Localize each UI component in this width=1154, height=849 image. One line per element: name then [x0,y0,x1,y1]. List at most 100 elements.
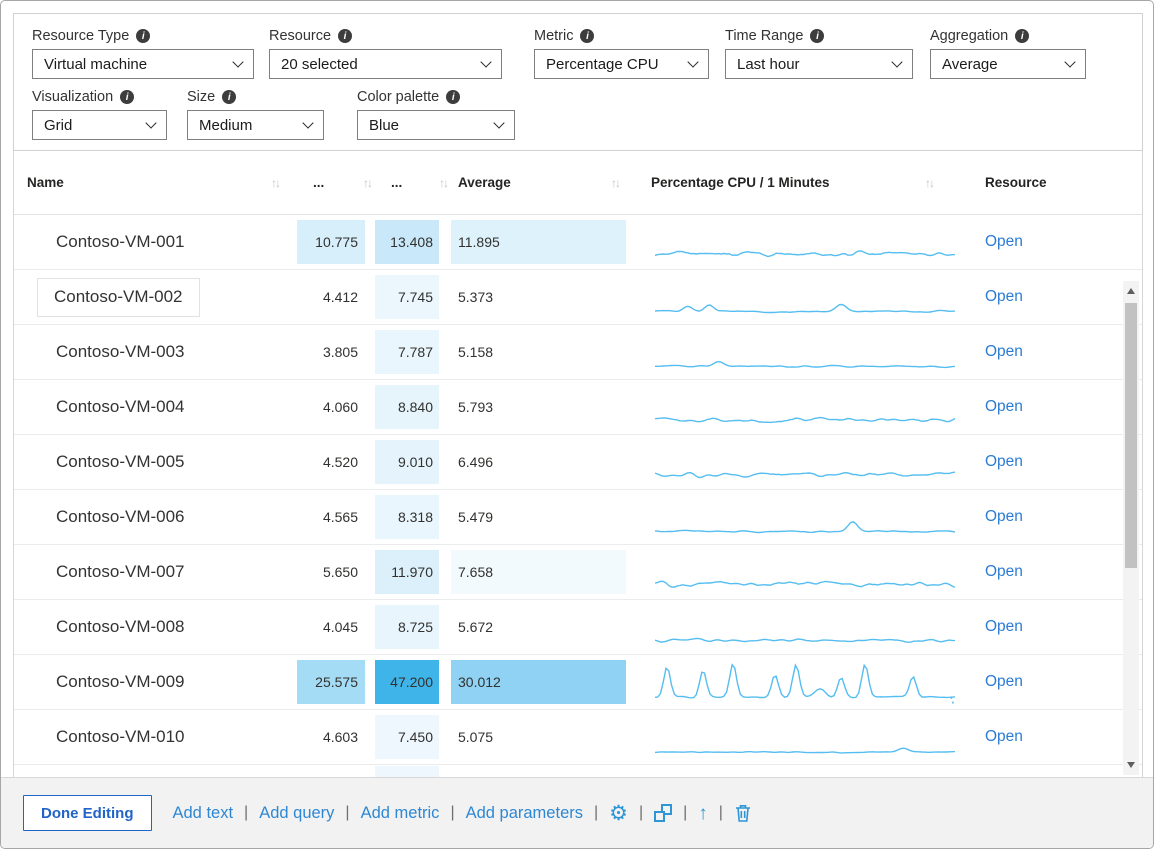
column-header-resource: Resource [985,175,1047,190]
add-parameters-link[interactable]: Add parameters [466,804,583,823]
size-dropdown[interactable]: Medium [187,110,324,140]
resource-type-dropdown[interactable]: Virtual machine [32,49,254,79]
open-resource-link[interactable]: Open [969,233,1023,250]
open-resource-link[interactable]: Open [969,618,1023,635]
info-icon[interactable]: i [446,90,460,104]
info-icon[interactable]: i [222,90,236,104]
settings-icon[interactable]: ⚙ [609,803,628,824]
vm-name: Contoso-VM-001 [54,224,187,260]
column-header-min[interactable]: ... [313,175,324,190]
heatmap-cell-average: 5.075 [451,715,626,759]
max-value: 47.200 [390,674,433,690]
chevron-down-icon [302,117,313,128]
table-row[interactable]: Contoso-VM-004 4.060 8.840 5.793 Open [14,380,1142,435]
color-palette-dropdown[interactable]: Blue [357,110,515,140]
column-header-average[interactable]: Average [458,175,511,190]
open-resource-link[interactable]: Open [969,343,1023,360]
time-range-dropdown[interactable]: Last hour [725,49,913,79]
table-row[interactable]: Contoso-VM-002 4.412 7.745 5.373 Open [14,270,1142,325]
table-row[interactable]: Contoso-VM-006 4.565 8.318 5.479 Open [14,490,1142,545]
done-editing-button[interactable]: Done Editing [23,795,152,831]
dropdown-value: Grid [44,117,72,134]
heatmap-cell-min: 25.575 [297,660,365,704]
max-value: 13.408 [390,234,433,250]
sort-icon[interactable]: ↑↓ [363,176,373,190]
column-header-name[interactable]: Name [27,175,64,190]
heatmap-cell-average: 7.658 [451,550,626,594]
param-label: Resource [269,28,331,44]
open-resource-link[interactable]: Open [969,453,1023,470]
max-value: 8.840 [398,399,433,415]
cpu-sparkline [639,605,969,649]
table-row[interactable]: Contoso-VM-003 3.805 7.787 5.158 Open [14,325,1142,380]
grid-body: Contoso-VM-001 10.775 13.408 11.895 Open… [14,215,1142,778]
vm-name: Contoso-VM-006 [54,499,187,535]
visualization-dropdown[interactable]: Grid [32,110,167,140]
aggregation-dropdown[interactable]: Average [930,49,1086,79]
min-value: 5.650 [323,564,358,580]
scroll-up-arrow[interactable] [1123,283,1139,299]
info-icon[interactable]: i [120,90,134,104]
cpu-sparkline [639,440,969,484]
open-resource-link[interactable]: Open [969,398,1023,415]
add-text-link[interactable]: Add text [173,804,234,823]
move-up-icon[interactable]: ↑ [698,804,708,823]
column-header-trend[interactable]: Percentage CPU / 1 Minutes [651,175,830,190]
open-resource-link[interactable]: Open [969,288,1023,305]
dropdown-value: 20 selected [281,56,358,73]
parameters-panel: Resource Type i Virtual machine Resource i… [13,13,1143,151]
scroll-down-arrow[interactable] [1123,757,1139,773]
add-metric-link[interactable]: Add metric [361,804,440,823]
vertical-scrollbar[interactable] [1123,281,1139,775]
heatmap-cell-max: 11.970 [375,550,439,594]
info-icon[interactable]: i [580,29,594,43]
table-row[interactable]: Contoso-VM-001 10.775 13.408 11.895 Open [14,215,1142,270]
resource-dropdown[interactable]: 20 selected [269,49,502,79]
info-icon[interactable]: i [136,29,150,43]
heatmap-cell-max: 7.450 [375,715,439,759]
separator: | [639,804,643,822]
toolbar-actions: Add text | Add query | Add metric | Add … [173,803,752,824]
clone-icon[interactable] [654,804,672,822]
heatmap-cell-min: 4.565 [297,495,365,539]
info-icon[interactable]: i [338,29,352,43]
table-row[interactable]: Contoso-VM-010 4.603 7.450 5.075 Open [14,710,1142,765]
open-resource-link[interactable]: Open [969,673,1023,690]
param-label: Resource Type [32,28,129,44]
param-label: Color palette [357,89,439,105]
add-query-link[interactable]: Add query [259,804,334,823]
scrollbar-thumb[interactable] [1125,303,1137,568]
vm-name: Contoso-VM-007 [54,554,187,590]
column-header-max[interactable]: ... [391,175,402,190]
heatmap-cell-max: 9.010 [375,440,439,484]
open-resource-link[interactable]: Open [969,508,1023,525]
info-icon[interactable]: i [1015,29,1029,43]
vm-name: Contoso-VM-005 [54,444,187,480]
table-row[interactable]: Contoso-VM-008 4.045 8.725 5.672 Open [14,600,1142,655]
average-value: 5.479 [458,509,493,525]
delete-icon[interactable] [734,803,752,823]
separator: | [345,804,349,822]
sort-icon[interactable]: ↑↓ [611,176,621,190]
cpu-sparkline [639,220,969,264]
max-value: 7.745 [398,289,433,305]
sort-icon[interactable]: ↑↓ [439,176,449,190]
cpu-sparkline [639,660,969,704]
param-resource-type: Resource Type i Virtual machine [32,26,254,79]
chevron-down-icon [145,117,156,128]
sort-icon[interactable]: ↑↓ [925,176,935,190]
table-row[interactable]: Contoso-VM-007 5.650 11.970 7.658 Open [14,545,1142,600]
param-aggregation: Aggregationi Average [930,26,1086,79]
open-resource-link[interactable]: Open [969,563,1023,580]
heatmap-cell-min: 10.775 [297,220,365,264]
vm-name: Contoso-VM-010 [54,719,187,755]
separator: | [244,804,248,822]
heatmap-cell-max: 13.408 [375,220,439,264]
info-icon[interactable]: i [810,29,824,43]
sort-icon[interactable]: ↑↓ [271,176,281,190]
table-row[interactable]: Contoso-VM-005 4.520 9.010 6.496 Open [14,435,1142,490]
open-resource-link[interactable]: Open [969,728,1023,745]
metric-dropdown[interactable]: Percentage CPU [534,49,709,79]
cpu-sparkline [639,715,969,759]
table-row[interactable]: Contoso-VM-009 25.575 47.200 30.012 Open [14,655,1142,710]
